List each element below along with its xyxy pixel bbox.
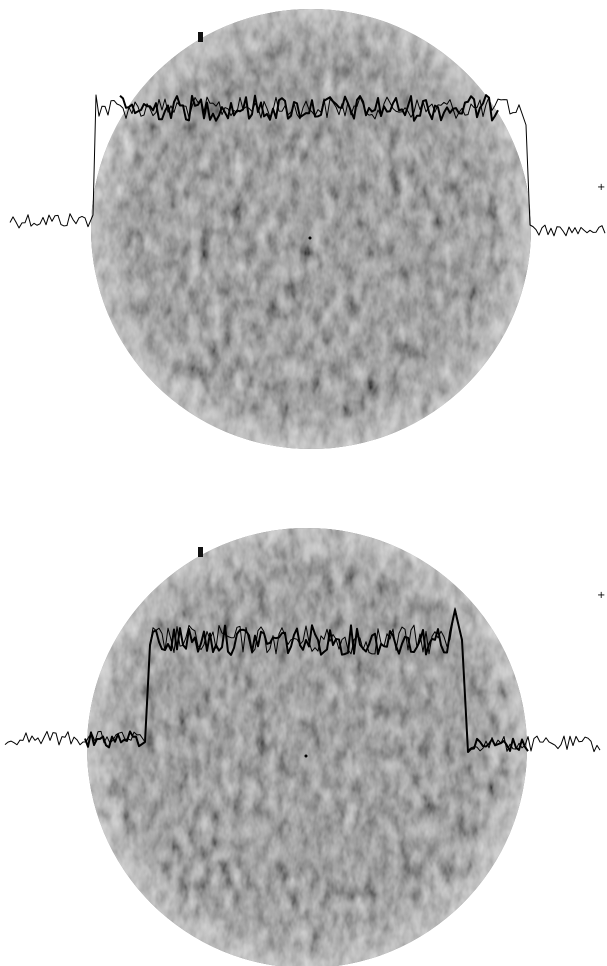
marker: [198, 547, 203, 557]
phantom-bottom: [87, 528, 527, 966]
center-dot: [305, 755, 308, 758]
marker: +: [597, 182, 605, 193]
center-dot: [309, 237, 312, 240]
marker: [198, 32, 203, 42]
phantom-top: [91, 9, 531, 449]
marker: +: [597, 590, 605, 601]
